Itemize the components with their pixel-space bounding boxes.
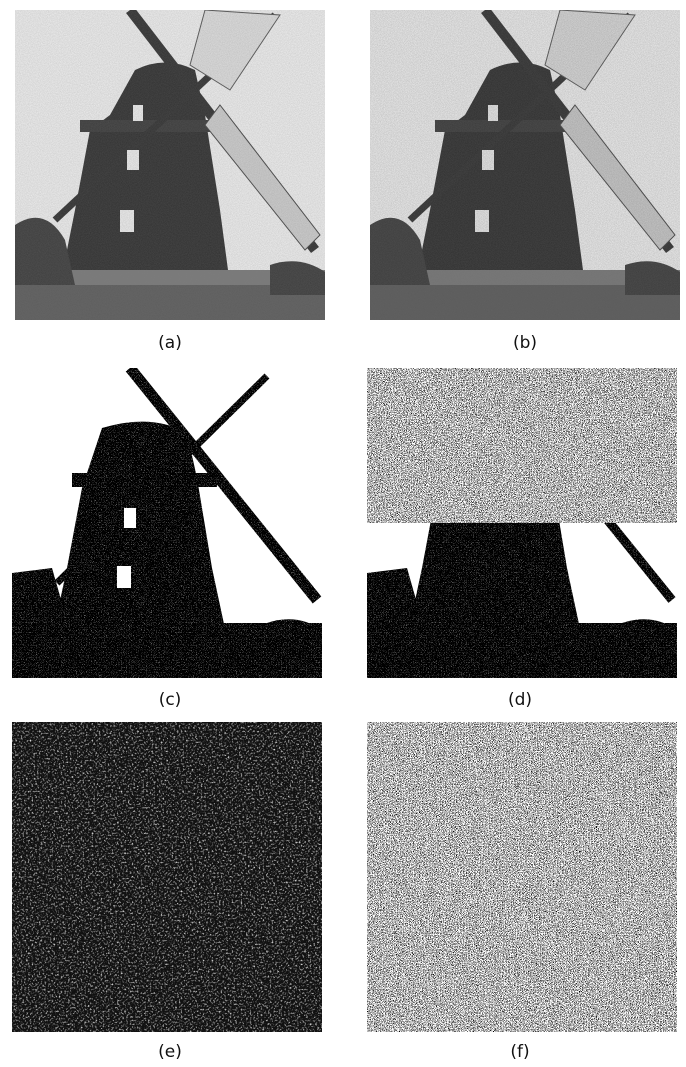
binary-noise-f xyxy=(367,722,677,1032)
windmill-binary-noise-d xyxy=(367,368,677,678)
panel-e-label: (e) xyxy=(158,1042,182,1062)
panel-c-image xyxy=(12,368,322,678)
panel-a-image xyxy=(15,10,325,320)
panel-d-label: (d) xyxy=(507,690,533,710)
panel-e-image xyxy=(12,722,322,1032)
gray-noise-e xyxy=(12,722,322,1032)
windmill-gray-b xyxy=(370,10,680,320)
windmill-gray-a xyxy=(15,10,325,320)
panel-f-image xyxy=(367,722,677,1032)
panel-d-image xyxy=(367,368,677,678)
panel-c-label: (c) xyxy=(158,690,182,710)
panel-b-label: (b) xyxy=(512,333,538,353)
panel-b-image xyxy=(370,10,680,320)
panel-f-label: (f) xyxy=(510,1042,530,1062)
panel-a-label: (a) xyxy=(158,333,182,353)
windmill-binary-c xyxy=(12,368,322,678)
